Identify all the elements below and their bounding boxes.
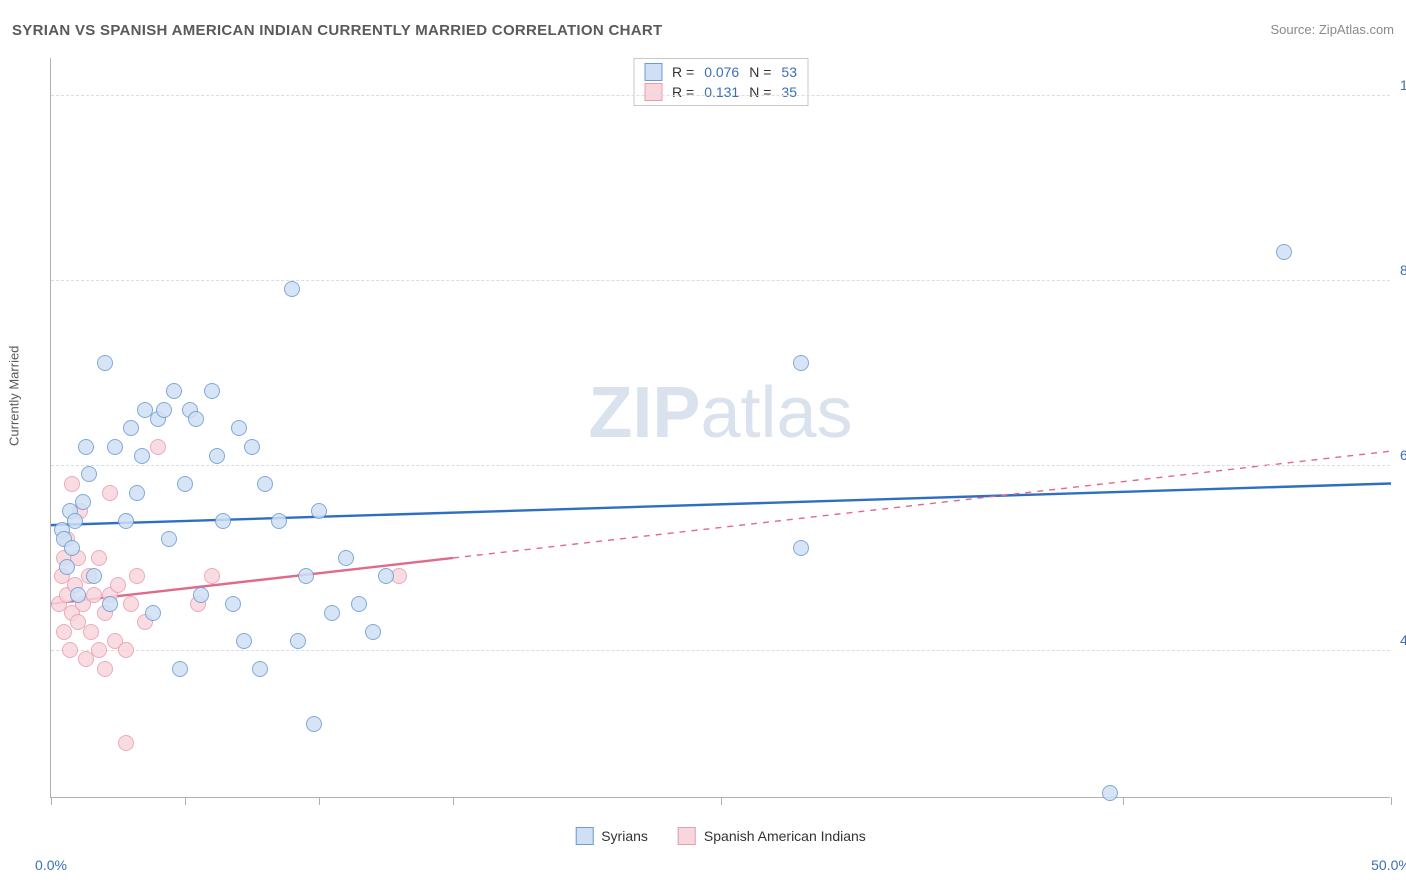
- legend-swatch-spanish-b: [678, 827, 696, 845]
- trend-line-solid: [51, 484, 1391, 526]
- data-point: [244, 439, 260, 455]
- data-point: [290, 633, 306, 649]
- data-point: [1102, 785, 1118, 801]
- data-point: [64, 540, 80, 556]
- data-point: [204, 383, 220, 399]
- data-point: [86, 568, 102, 584]
- data-point: [284, 281, 300, 297]
- x-tick: [1123, 797, 1124, 805]
- data-point: [129, 485, 145, 501]
- data-point: [59, 559, 75, 575]
- y-axis-label: Currently Married: [7, 346, 22, 446]
- data-point: [81, 466, 97, 482]
- data-point: [75, 494, 91, 510]
- data-point: [118, 642, 134, 658]
- data-point: [204, 568, 220, 584]
- data-point: [91, 642, 107, 658]
- data-point: [378, 568, 394, 584]
- y-tick-label: 80.0%: [1400, 262, 1406, 278]
- data-point: [156, 402, 172, 418]
- data-point: [311, 503, 327, 519]
- gridline: [51, 465, 1390, 466]
- chart-title: SYRIAN VS SPANISH AMERICAN INDIAN CURREN…: [12, 22, 662, 39]
- data-point: [161, 531, 177, 547]
- plot-area: ZIPatlas R = 0.076 N = 53 R = 0.131 N = …: [50, 58, 1390, 798]
- gridline: [51, 280, 1390, 281]
- data-point: [67, 513, 83, 529]
- data-point: [365, 624, 381, 640]
- data-point: [215, 513, 231, 529]
- x-tick: [453, 797, 454, 805]
- data-point: [193, 587, 209, 603]
- data-point: [123, 420, 139, 436]
- legend-label-spanish: Spanish American Indians: [704, 828, 866, 844]
- data-point: [145, 605, 161, 621]
- y-tick-label: 100.0%: [1400, 77, 1406, 93]
- data-point: [188, 411, 204, 427]
- x-tick: [1391, 797, 1392, 805]
- data-point: [110, 577, 126, 593]
- source-attribution: Source: ZipAtlas.com: [1270, 22, 1394, 37]
- data-point: [150, 439, 166, 455]
- data-point: [97, 661, 113, 677]
- data-point: [129, 568, 145, 584]
- data-point: [86, 587, 102, 603]
- legend-item-syrians: Syrians: [575, 827, 648, 845]
- data-point: [107, 439, 123, 455]
- data-point: [172, 661, 188, 677]
- data-point: [271, 513, 287, 529]
- data-point: [83, 624, 99, 640]
- data-point: [236, 633, 252, 649]
- data-point: [118, 735, 134, 751]
- x-tick: [721, 797, 722, 805]
- data-point: [97, 355, 113, 371]
- x-tick: [51, 797, 52, 805]
- data-point: [102, 485, 118, 501]
- data-point: [62, 642, 78, 658]
- data-point: [102, 596, 118, 612]
- data-point: [1276, 244, 1292, 260]
- data-point: [123, 596, 139, 612]
- data-point: [70, 587, 86, 603]
- x-tick-label-0: 0.0%: [35, 857, 67, 873]
- data-point: [324, 605, 340, 621]
- legend-swatch-syrians-b: [575, 827, 593, 845]
- data-point: [225, 596, 241, 612]
- data-point: [257, 476, 273, 492]
- data-point: [64, 476, 80, 492]
- gridline: [51, 95, 1390, 96]
- data-point: [793, 355, 809, 371]
- y-tick-label: 60.0%: [1400, 447, 1406, 463]
- data-point: [78, 439, 94, 455]
- trend-line-dashed: [453, 451, 1391, 558]
- legend-series: Syrians Spanish American Indians: [575, 827, 866, 845]
- data-point: [351, 596, 367, 612]
- x-tick-label-50: 50.0%: [1371, 857, 1406, 873]
- data-point: [209, 448, 225, 464]
- data-point: [118, 513, 134, 529]
- legend-label-syrians: Syrians: [601, 828, 648, 844]
- x-tick: [319, 797, 320, 805]
- trend-lines: [51, 58, 1391, 798]
- data-point: [231, 420, 247, 436]
- legend-item-spanish: Spanish American Indians: [678, 827, 866, 845]
- y-tick-label: 40.0%: [1400, 632, 1406, 648]
- data-point: [338, 550, 354, 566]
- gridline: [51, 650, 1390, 651]
- data-point: [793, 540, 809, 556]
- x-tick: [185, 797, 186, 805]
- data-point: [298, 568, 314, 584]
- data-point: [252, 661, 268, 677]
- data-point: [166, 383, 182, 399]
- data-point: [134, 448, 150, 464]
- data-point: [91, 550, 107, 566]
- data-point: [177, 476, 193, 492]
- data-point: [306, 716, 322, 732]
